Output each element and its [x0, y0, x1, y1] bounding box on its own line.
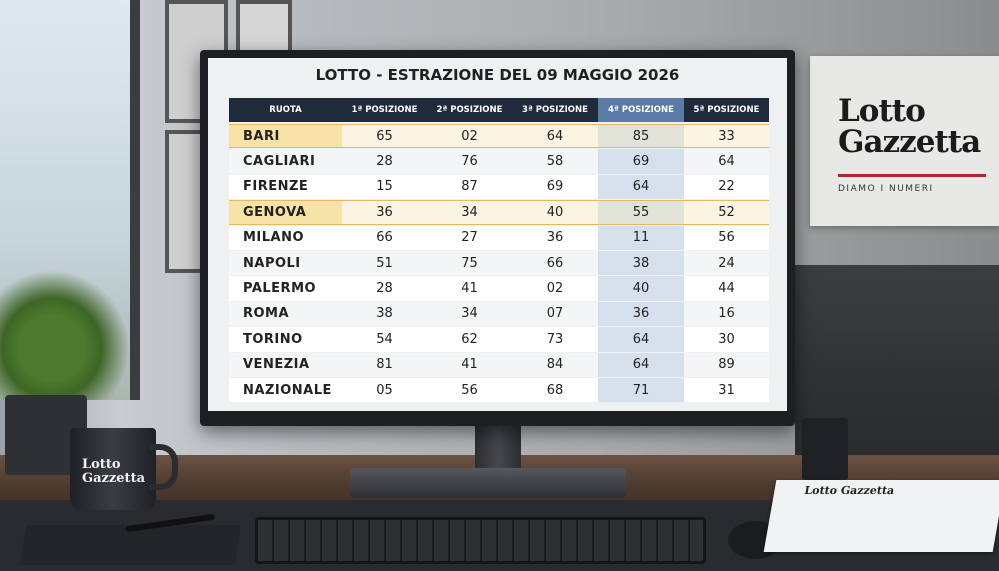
- column-header: 3ª POSIZIONE: [512, 98, 598, 122]
- ruota-name: FIRENZE: [229, 174, 342, 200]
- drawn-number: 28: [342, 276, 427, 301]
- ruota-name: CAGLIARI: [229, 149, 342, 174]
- drawn-number: 68: [512, 378, 598, 403]
- keyboard: [255, 517, 706, 564]
- sign-tagline: DIAMO I NUMERI: [838, 184, 934, 194]
- drawn-number: 89: [684, 352, 769, 377]
- drawn-number: 38: [342, 301, 427, 327]
- pen-cup: [802, 418, 848, 480]
- drawn-number: 22: [684, 174, 769, 200]
- drawn-number: 27: [427, 225, 512, 250]
- mug-logo: Lotto Gazzetta: [82, 457, 145, 486]
- sign-name: Lotto Gazzetta: [838, 93, 981, 160]
- drawn-number: 41: [427, 352, 512, 377]
- column-header: 4ª POSIZIONE: [598, 98, 684, 122]
- drawn-number: 76: [427, 149, 512, 174]
- drawn-number: 71: [598, 378, 684, 403]
- drawn-number: 64: [598, 174, 684, 200]
- drawn-number: 36: [512, 225, 598, 250]
- column-header: 1ª POSIZIONE: [342, 98, 427, 122]
- column-header: 2ª POSIZIONE: [427, 98, 512, 122]
- drawn-number: 34: [427, 301, 512, 327]
- drawn-number: 75: [427, 251, 512, 276]
- ruota-name: NAZIONALE: [229, 378, 342, 403]
- drawn-number: 36: [342, 200, 427, 225]
- drawn-number: 56: [427, 378, 512, 403]
- drawn-number: 11: [598, 225, 684, 250]
- mug-handle: [150, 444, 178, 490]
- drawn-number: 56: [684, 225, 769, 250]
- drawn-number: 87: [427, 174, 512, 200]
- ruota-name: PALERMO: [229, 276, 342, 301]
- drawn-number: 62: [427, 327, 512, 352]
- table-title: LOTTO - ESTRAZIONE DEL 09 MAGGIO 2026: [315, 66, 680, 84]
- drawn-number: 40: [598, 276, 684, 301]
- drawn-number: 64: [598, 327, 684, 352]
- drawn-number: 28: [342, 149, 427, 174]
- drawn-number: 34: [427, 200, 512, 225]
- logo-sign: Lotto Gazzetta DIAMO I NUMERI: [810, 56, 999, 226]
- drawn-number: 85: [598, 124, 684, 149]
- mug: Lotto Gazzetta: [70, 428, 156, 510]
- ruota-name: BARI: [229, 124, 342, 149]
- drawn-number: 84: [512, 352, 598, 377]
- drawn-number: 36: [598, 301, 684, 327]
- plant: [0, 270, 130, 400]
- drawn-number: 02: [427, 124, 512, 149]
- drawn-number: 44: [684, 276, 769, 301]
- drawn-number: 73: [512, 327, 598, 352]
- column-header: RUOTA: [229, 98, 342, 122]
- column-header: 5ª POSIZIONE: [684, 98, 769, 122]
- drawn-number: 30: [684, 327, 769, 352]
- drawn-number: 66: [512, 251, 598, 276]
- ruota-name: ROMA: [229, 301, 342, 327]
- drawn-number: 40: [512, 200, 598, 225]
- drawn-number: 16: [684, 301, 769, 327]
- ruota-name: TORINO: [229, 327, 342, 352]
- drawn-number: 31: [684, 378, 769, 403]
- drawn-number: 65: [342, 124, 427, 149]
- ruota-name: VENEZIA: [229, 352, 342, 377]
- drawn-number: 51: [342, 251, 427, 276]
- ruota-name: GENOVA: [229, 200, 342, 225]
- drawn-number: 54: [342, 327, 427, 352]
- wall-frame: [236, 0, 292, 56]
- drawn-number: 69: [598, 149, 684, 174]
- drawn-number: 33: [684, 124, 769, 149]
- ruota-name: MILANO: [229, 225, 342, 250]
- drawn-number: 07: [512, 301, 598, 327]
- drawn-number: 64: [684, 149, 769, 174]
- drawn-number: 69: [512, 174, 598, 200]
- drawn-number: 05: [342, 378, 427, 403]
- drawn-number: 64: [598, 352, 684, 377]
- drawn-number: 02: [512, 276, 598, 301]
- drawn-number: 81: [342, 352, 427, 377]
- drawn-number: 24: [684, 251, 769, 276]
- sign-rule: [838, 174, 986, 177]
- monitor-stand: [475, 426, 521, 470]
- drawn-number: 66: [342, 225, 427, 250]
- wall-frame: [165, 130, 205, 273]
- drawn-number: 64: [512, 124, 598, 149]
- drawn-number: 15: [342, 174, 427, 200]
- newspaper: Lotto Gazzetta: [763, 480, 999, 552]
- ruota-name: NAPOLI: [229, 251, 342, 276]
- drawn-number: 58: [512, 149, 598, 174]
- drawn-number: 38: [598, 251, 684, 276]
- newspaper-title: Lotto Gazzetta: [803, 484, 896, 497]
- monitor-base: [350, 468, 626, 498]
- drawn-number: 41: [427, 276, 512, 301]
- drawn-number: 55: [598, 200, 684, 225]
- drawn-number: 52: [684, 200, 769, 225]
